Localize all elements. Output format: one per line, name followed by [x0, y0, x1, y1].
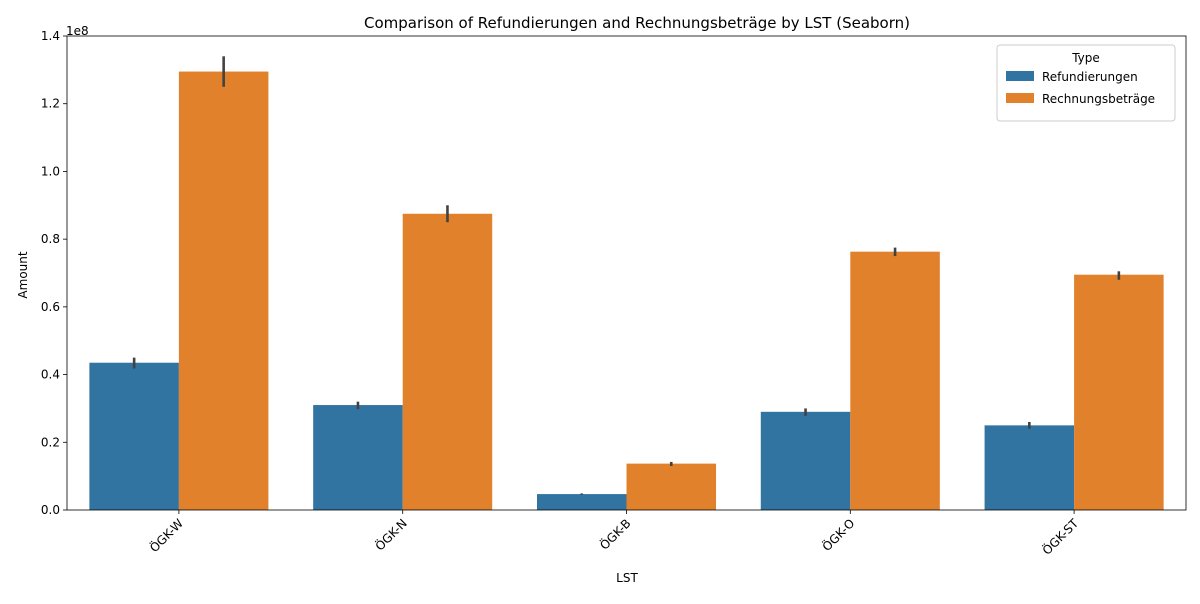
y-tick-label: 1.2	[41, 97, 60, 111]
plot-area: 0.0 0.2 0.4 0.6 0.8 1.0 1.2 1.4 ÖGK-W ÖGK-N ÖGK-B Ö…	[41, 29, 1187, 558]
x-axis-label: LST	[616, 571, 638, 585]
x-tick-label: ÖGK-N	[371, 515, 410, 554]
x-tick-label: ÖGK-O	[818, 515, 857, 554]
legend-title: Type	[1071, 51, 1100, 65]
y-tick-label: 1.4	[41, 29, 60, 43]
x-tick-label: ÖGK-B	[596, 515, 634, 553]
y-tick-label: 0.8	[41, 232, 60, 246]
bar-refundierungen-gk-n	[313, 405, 403, 510]
bar-refundierungen-gk-o	[760, 411, 851, 510]
bar-rechnungsbetr-ge-gk-b	[626, 463, 717, 510]
y-tick-label: 0.6	[41, 300, 60, 314]
bar-refundierungen-gk-st	[984, 425, 1075, 510]
legend-label-refundierungen: Refundierungen	[1042, 70, 1138, 84]
legend: Type Refundierungen Rechnungsbeträge	[996, 44, 1176, 122]
y-tick-label: 1.0	[41, 164, 60, 178]
chart-title: Comparison of Refundierungen and Rechnun…	[364, 14, 910, 32]
bar-refundierungen-gk-b	[536, 494, 627, 510]
y-axis-label: Amount	[16, 251, 30, 298]
legend-swatch-rechnungsbetraege	[1006, 93, 1034, 103]
bar-rechnungsbetr-ge-gk-st	[1074, 274, 1164, 510]
bar-rechnungsbetr-ge-gk-o	[850, 251, 940, 511]
y-tick-label: 0.2	[41, 435, 60, 449]
legend-label-rechnungsbetraege: Rechnungsbeträge	[1042, 92, 1155, 106]
bar-rechnungsbetr-ge-gk-n	[402, 213, 493, 510]
y-tick-label: 0.0	[41, 503, 60, 517]
y-tick-label: 0.4	[41, 368, 60, 382]
y-offset-label: 1e8	[66, 24, 89, 38]
x-tick-label: ÖGK-ST	[1038, 514, 1081, 557]
legend-swatch-refundierungen	[1006, 71, 1034, 81]
bar-refundierungen-gk-w	[89, 362, 179, 510]
bar-rechnungsbetr-ge-gk-w	[178, 71, 269, 511]
x-tick-label: ÖGK-W	[146, 515, 186, 555]
legend-frame	[996, 44, 1176, 122]
